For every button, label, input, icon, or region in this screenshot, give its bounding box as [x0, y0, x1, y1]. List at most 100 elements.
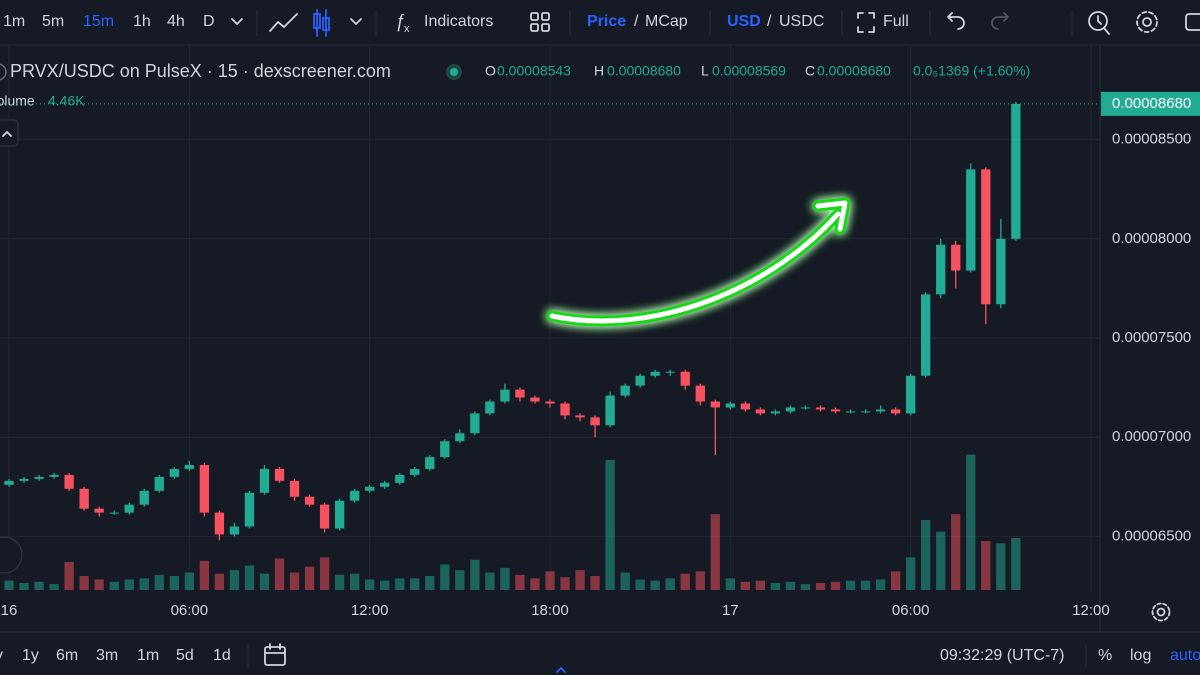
percent-toggle[interactable]: % [1098, 647, 1112, 664]
chart-style[interactable] [313, 9, 330, 37]
ohlc-value: 0.00008543 [497, 63, 571, 79]
volume-bar [740, 581, 751, 590]
volume-bar [545, 571, 555, 590]
candle-body [740, 403, 751, 410]
volume-bar [575, 570, 585, 590]
candle-body [139, 490, 149, 505]
camera-icon[interactable] [1185, 13, 1200, 31]
axis-settings[interactable] [1151, 602, 1171, 622]
range-button[interactable]: 1d [213, 647, 231, 664]
volume-bar [500, 567, 510, 590]
indicators-button[interactable]: Indicators [424, 13, 493, 30]
fx-icon: x [404, 23, 410, 35]
interval[interactable]: D [203, 13, 215, 30]
volume-bar [34, 581, 44, 590]
y-tick-label: 0.00007000 [1112, 428, 1191, 445]
range-button[interactable]: 5y [0, 647, 3, 664]
interval[interactable]: 5m [42, 13, 64, 30]
x-tick-label: 16 [1, 602, 18, 619]
candle-body [590, 417, 600, 426]
interval-menu[interactable] [231, 18, 243, 25]
volume-bar [530, 578, 540, 590]
volume-bar [169, 576, 179, 590]
volume-bar [334, 574, 345, 590]
ohlc-value: 0.00008680 [607, 63, 681, 79]
drawing-tool[interactable] [269, 13, 298, 32]
y-tick-label: 0.00007500 [1112, 329, 1191, 346]
volume-bar [4, 580, 14, 590]
fullscreen-button[interactable]: Full [883, 13, 909, 30]
interval-active[interactable]: 15m [83, 13, 114, 30]
volume-bar [214, 573, 225, 590]
fullscreen-icon[interactable] [857, 12, 875, 33]
candle-body [770, 411, 781, 414]
volume-bar [590, 576, 600, 590]
candle-body [365, 486, 375, 491]
range-button[interactable]: 1y [22, 647, 39, 664]
range-button[interactable]: 1m [137, 647, 159, 664]
price-toggle[interactable]: Price [587, 13, 626, 30]
candle-body [380, 482, 390, 487]
volume-bar [1011, 537, 1021, 590]
candle-body [635, 375, 645, 386]
candle-body [665, 371, 675, 373]
goto-date[interactable] [264, 643, 286, 666]
candle-body [1011, 103, 1021, 239]
redo[interactable] [991, 12, 1009, 30]
candle-body [860, 411, 871, 413]
candle-body [289, 480, 300, 497]
scroll-hint [556, 667, 566, 673]
range-button[interactable]: 3m [96, 647, 118, 664]
layouts-icon[interactable] [530, 12, 550, 32]
volume-bar [665, 578, 675, 590]
volume-bar [890, 571, 901, 590]
log-toggle[interactable]: log [1130, 647, 1151, 664]
interval[interactable]: 4h [167, 13, 185, 30]
candle-body [936, 244, 946, 295]
volume-bar [725, 578, 735, 590]
volume-bar [830, 581, 841, 590]
volume-bar [921, 520, 931, 590]
settings-icon[interactable] [1136, 11, 1158, 33]
auto-toggle[interactable]: auto [1170, 647, 1200, 664]
ohlc-key: C [805, 63, 815, 79]
interval[interactable]: 1m [3, 13, 25, 30]
volume-bar [289, 572, 300, 590]
candle-body [620, 385, 630, 396]
candle-body [169, 468, 179, 477]
x-tick-label: 06:00 [171, 602, 209, 619]
candle-body [605, 395, 615, 426]
interval[interactable]: 1h [133, 13, 151, 30]
volume-bar [785, 581, 796, 590]
candle-body [64, 474, 74, 489]
volume-bar [860, 580, 871, 590]
y-tick-label: 0.00006500 [1112, 527, 1191, 544]
collapse-icon[interactable] [2, 131, 12, 137]
volume-bar [981, 541, 991, 590]
alert-icon[interactable] [1088, 11, 1110, 35]
volume-bar [109, 581, 119, 590]
style-menu[interactable] [350, 18, 362, 25]
mcap-toggle[interactable]: MCap [645, 13, 688, 30]
usdc-toggle[interactable]: USDC [779, 13, 824, 30]
usd-toggle[interactable]: USD [727, 13, 761, 30]
volume-bar [905, 557, 916, 590]
candle-body [49, 474, 59, 477]
volume-bar [875, 579, 886, 590]
volume-bar [680, 573, 690, 590]
annotation-arrow [546, 197, 851, 327]
volume-bar [184, 572, 195, 590]
candle-body [921, 294, 931, 376]
candle-body [274, 468, 285, 481]
candle-body [981, 169, 991, 305]
volume-legend-name: Volume [0, 93, 35, 109]
symbol-title: PRVX/USDC on PulseX · 15 · dexscreener.c… [10, 61, 391, 81]
range-button[interactable]: 6m [56, 647, 78, 664]
range-button[interactable]: 5d [176, 647, 194, 664]
volume-bar [815, 583, 826, 590]
volume-bar [440, 564, 450, 590]
candle-body [4, 480, 14, 485]
candle-body [334, 500, 345, 529]
undo[interactable] [947, 12, 965, 30]
last-price-label: 0.00008680 [1112, 95, 1191, 112]
